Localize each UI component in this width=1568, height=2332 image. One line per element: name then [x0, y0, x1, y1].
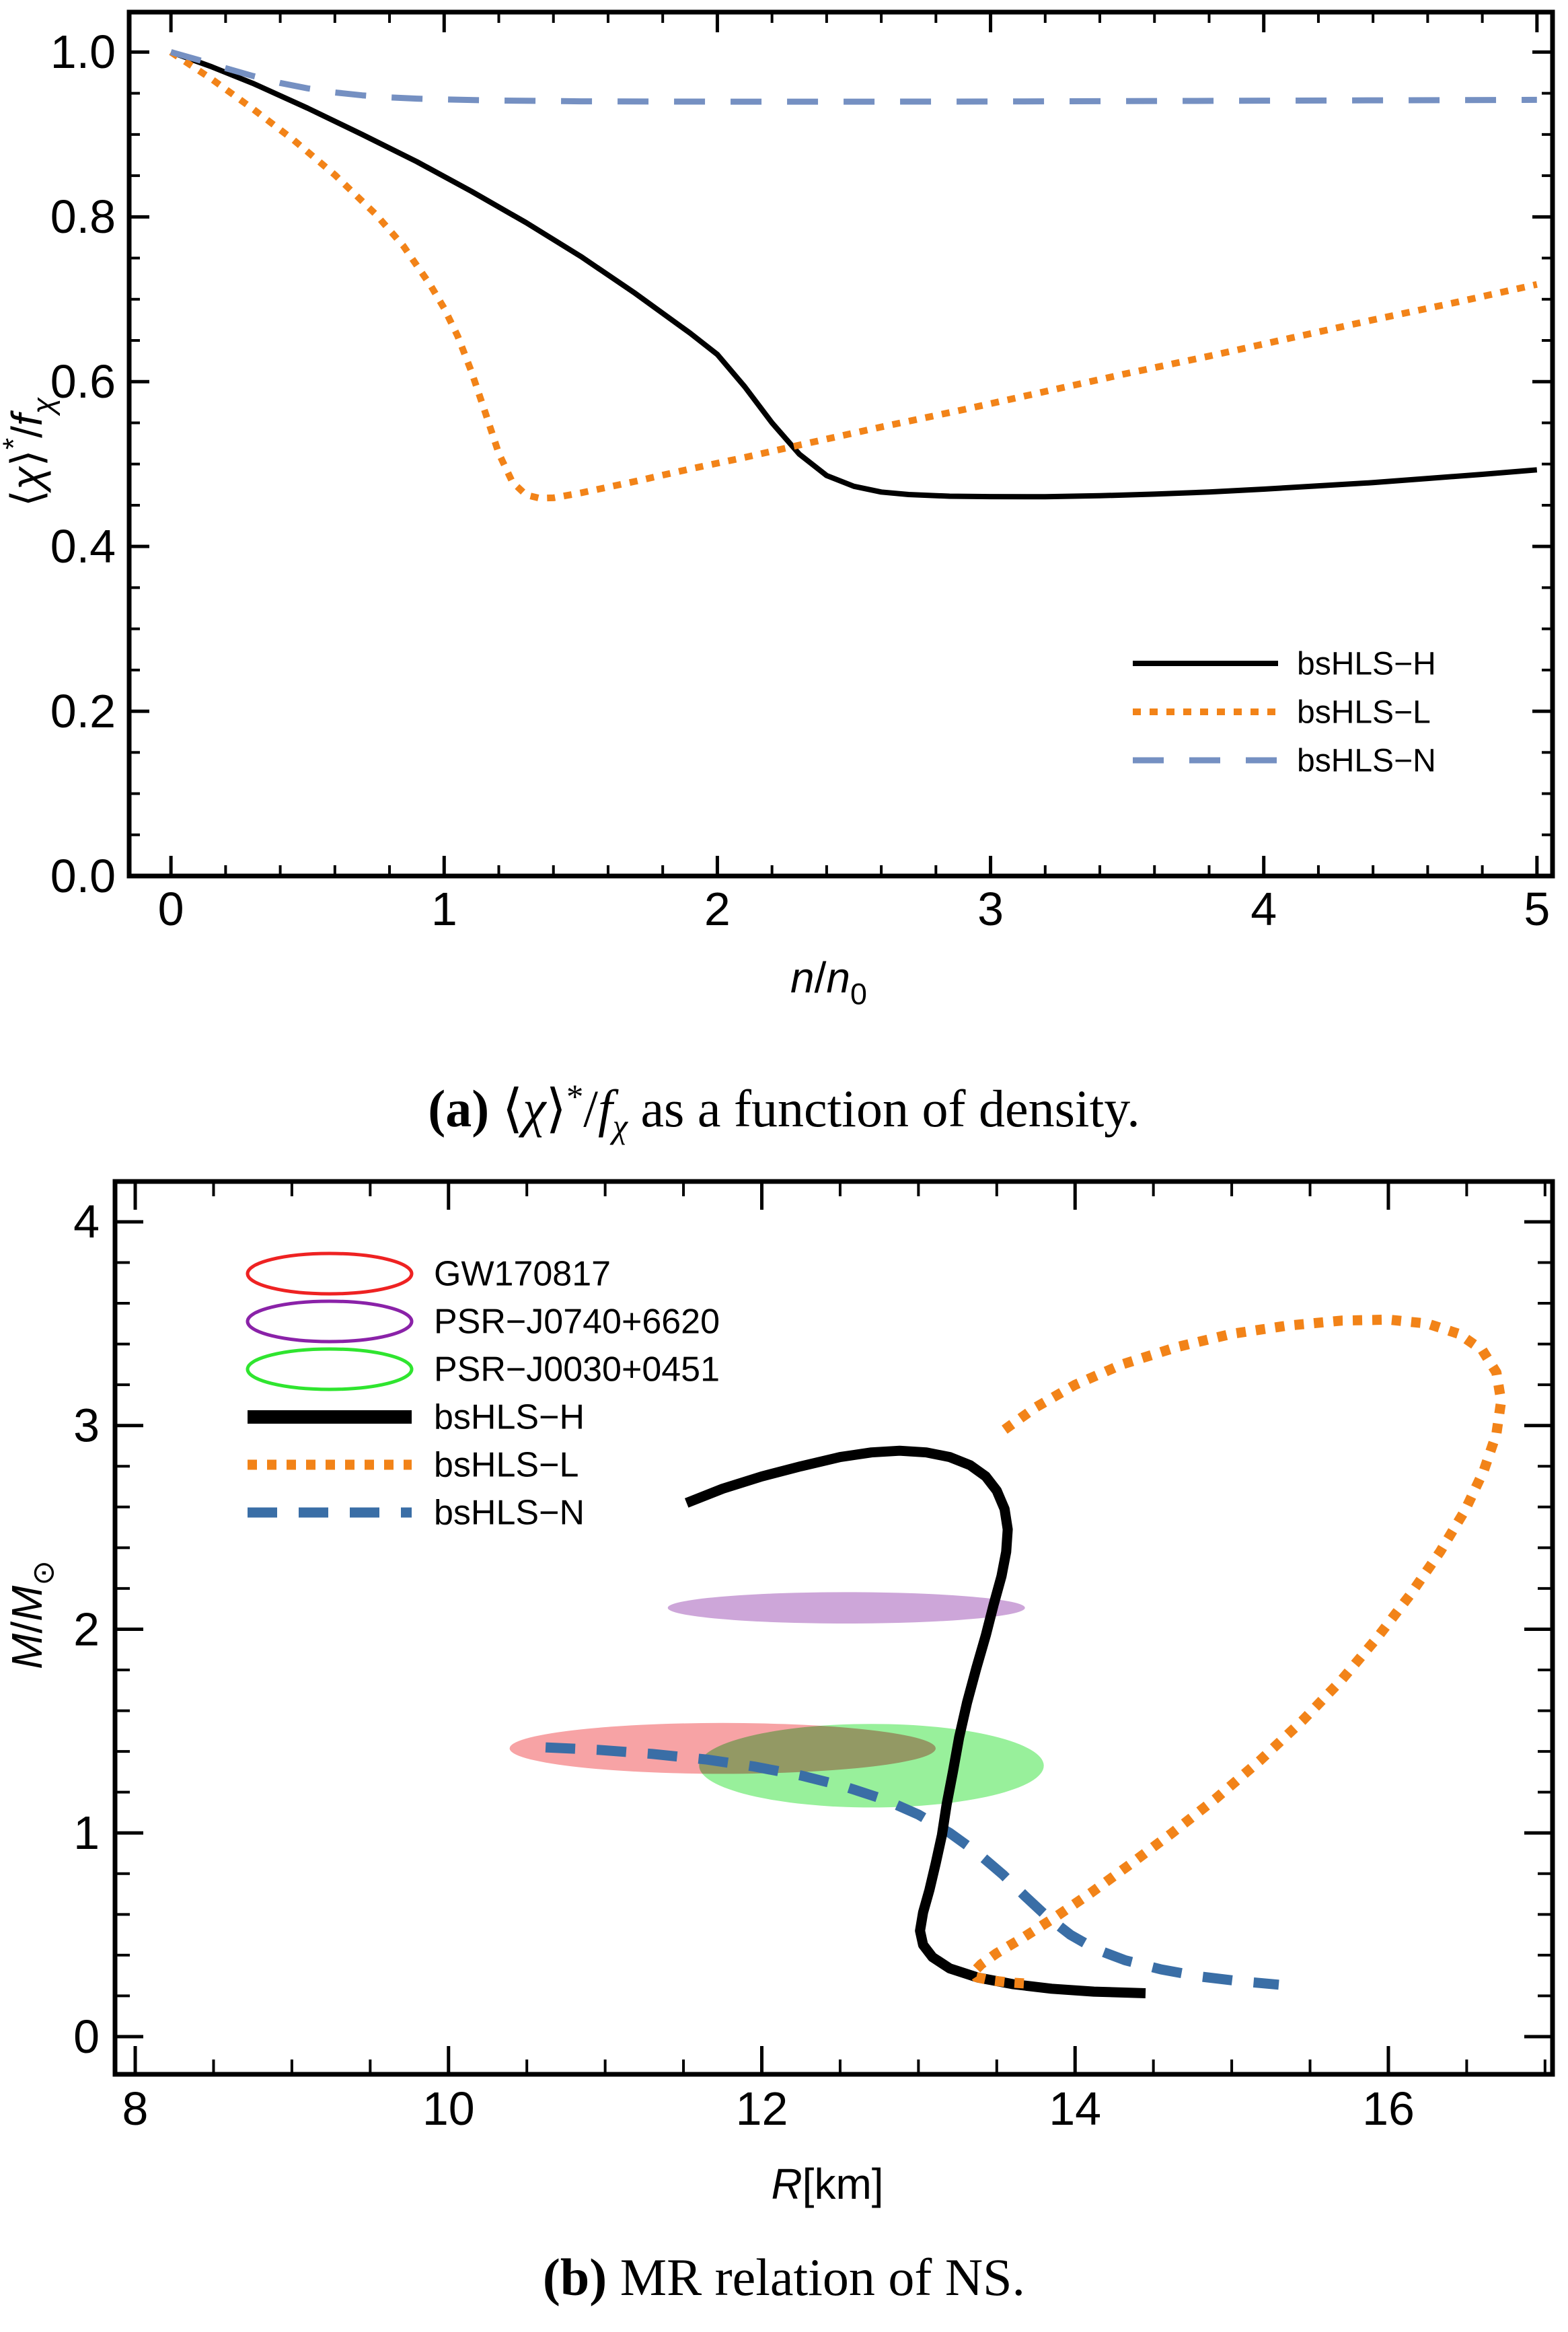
- series-bsHLS−H: [170, 49, 1538, 500]
- y-tick-label: 3: [73, 1399, 100, 1452]
- legend-label: bsHLS−H: [434, 1398, 585, 1437]
- y-tick-label: 1.0: [50, 26, 116, 78]
- legend-label: bsHLS−L: [434, 1446, 578, 1485]
- series-bsHLS−L: [968, 1314, 1507, 1989]
- caption-text-segment: f: [597, 1079, 613, 1138]
- ellipse-GW170817: [509, 1722, 936, 1774]
- caption-a: (a) ⟨χ⟩*/fχ as a function of density.: [0, 1053, 1568, 1145]
- y-tick-label: 0.6: [50, 355, 116, 408]
- plot-frame: [112, 1179, 1555, 2077]
- caption-text-segment: *: [566, 1078, 584, 1116]
- x-tick-label: 3: [977, 883, 1004, 935]
- caption-text-segment: as a function of density.: [627, 1079, 1140, 1138]
- chi-density-chart: 0 1 2 3 4 5 0.0 0.2 0.4 0.6 0.8 1.0 n/n0 ⟨χ⟩*/fχ bsHLS…: [0, 9, 1555, 1011]
- series-curves: [545, 1314, 1507, 1998]
- legend-label: bsHLS−L: [1297, 694, 1431, 730]
- legend-item-GW170817: GW170817: [246, 1251, 611, 1296]
- caption-b: (b) MR relation of NS.: [0, 2234, 1568, 2321]
- y-tick-label: 1: [73, 1807, 100, 1859]
- legend-item-bsHLS−N: bsHLS−N: [248, 1494, 585, 1533]
- legend-label: bsHLS−H: [1297, 646, 1436, 682]
- x-tick-label: 1: [431, 883, 457, 935]
- series-bsHLS−N: [170, 49, 1537, 105]
- x-tick-label: 14: [1049, 2082, 1101, 2135]
- ticks: [115, 1181, 1553, 2074]
- legend-ellipse-swatch: [246, 1347, 414, 1391]
- y-axis-label: M/M⊙: [3, 1560, 60, 1669]
- y-axis-label: ⟨χ⟩*/fχ: [0, 396, 60, 507]
- y-tick-label: 4: [73, 1196, 100, 1248]
- y-tick-label: 2: [73, 1603, 100, 1655]
- caption-text-segment: /: [583, 1079, 598, 1138]
- caption-text-segment: (b): [542, 2248, 620, 2306]
- caption-text-segment: χ: [523, 1079, 546, 1138]
- tick-labels: 0 1 2 3 4 5 0.0 0.2 0.4 0.6 0.8 1.0: [50, 26, 1551, 935]
- legend-label: GW170817: [434, 1255, 611, 1294]
- legend: bsHLS−H bsHLS−L bsHLS−N: [1133, 646, 1436, 778]
- legend-item-bsHLS−L: bsHLS−L: [1133, 694, 1431, 730]
- legend-item-PSR−J0030+0451: PSR−J0030+0451: [246, 1347, 720, 1391]
- y-tick-label: 0.4: [50, 520, 116, 573]
- x-axis-label: R[km]: [771, 2160, 883, 2208]
- legend-label: PSR−J0030+0451: [434, 1350, 720, 1389]
- caption-text-segment: ⟩: [546, 1079, 566, 1138]
- ellipse-PSR−J0740+6620: [667, 1592, 1025, 1624]
- y-tick-label: 0.8: [50, 190, 116, 243]
- mass-radius-chart: 8 10 12 14 1601234R[km]M/M⊙GW170817PSR−J0740…: [3, 1179, 1555, 2208]
- legend-item-bsHLS−N: bsHLS−N: [1133, 743, 1436, 778]
- legend-label: bsHLS−N: [434, 1494, 585, 1533]
- legend: GW170817 PSR−J0740+6620 PSR−J0030+0451 bsHL…: [246, 1251, 720, 1533]
- legend-item-bsHLS−H: bsHLS−H: [248, 1398, 585, 1437]
- ticks: [129, 12, 1553, 878]
- legend-item-bsHLS−L: bsHLS−L: [248, 1446, 578, 1485]
- legend-item-PSR−J0740+6620: PSR−J0740+6620: [246, 1299, 720, 1344]
- series-bsHLS−H: [684, 1445, 1146, 1998]
- x-tick-label: 12: [736, 2082, 788, 2135]
- x-axis-label: n/n0: [790, 953, 867, 1011]
- series-curves: [169, 49, 1538, 502]
- caption-text-segment: (a): [428, 1079, 502, 1138]
- legend-label: bsHLS−N: [1297, 743, 1436, 778]
- x-tick-label: 4: [1250, 883, 1277, 935]
- y-tick-label: 0: [73, 2010, 100, 2063]
- caption-text-segment: ⟨: [502, 1079, 523, 1138]
- y-tick-label: 0.0: [50, 850, 116, 902]
- plot-frame: [126, 9, 1555, 879]
- x-tick-label: 5: [1524, 883, 1550, 935]
- x-tick-label: 2: [704, 883, 731, 935]
- x-tick-label: 16: [1362, 2082, 1415, 2135]
- legend-label: PSR−J0740+6620: [434, 1303, 720, 1342]
- series-bsHLS−N: [545, 1742, 1279, 1990]
- x-tick-label: 10: [422, 2082, 475, 2135]
- caption-text-segment: χ: [612, 1107, 628, 1145]
- legend-ellipse-swatch: [246, 1299, 414, 1344]
- y-tick-label: 0.2: [50, 685, 116, 737]
- x-tick-label: 8: [122, 2082, 149, 2135]
- legend-item-bsHLS−H: bsHLS−H: [1133, 646, 1436, 682]
- legend-ellipse-swatch: [246, 1251, 414, 1296]
- series-bsHLS−L: [169, 49, 1538, 502]
- x-tick-label: 0: [158, 883, 184, 935]
- caption-text-segment: MR relation of NS.: [620, 2248, 1026, 2306]
